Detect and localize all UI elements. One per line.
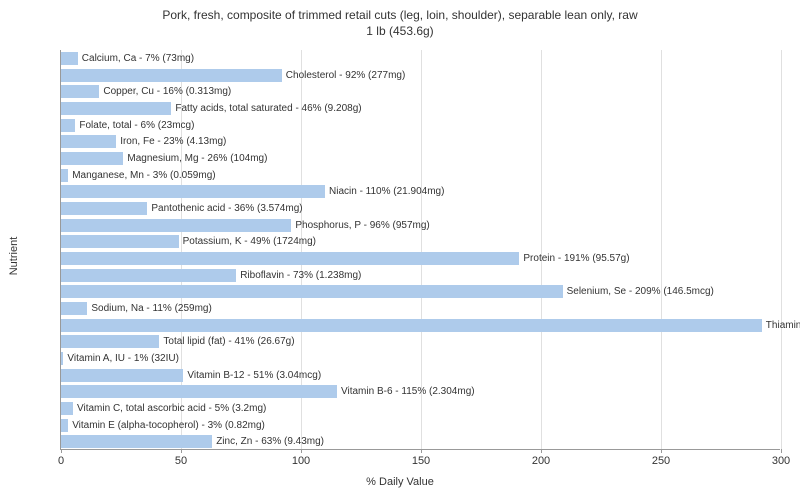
x-tick-mark [661, 449, 662, 453]
nutrient-bar [61, 385, 337, 398]
title-line-2: 1 lb (453.6g) [0, 24, 800, 40]
x-tick-mark [181, 449, 182, 453]
x-axis-label: % Daily Value [366, 476, 434, 488]
grid-line [661, 50, 662, 449]
nutrient-bar-label: Fatty acids, total saturated - 46% (9.20… [171, 102, 361, 115]
nutrient-bar [61, 302, 87, 315]
nutrient-bar-label: Zinc, Zn - 63% (9.43mg) [212, 435, 324, 448]
grid-line [541, 50, 542, 449]
x-tick-label: 150 [412, 455, 430, 467]
nutrient-bar-label: Vitamin C, total ascorbic acid - 5% (3.2… [73, 402, 266, 415]
nutrient-bar-label: Selenium, Se - 209% (146.5mcg) [563, 285, 714, 298]
nutrient-bar-label: Pantothenic acid - 36% (3.574mg) [147, 202, 302, 215]
x-tick-label: 50 [175, 455, 187, 467]
nutrient-bar-label: Vitamin B-12 - 51% (3.04mcg) [183, 369, 321, 382]
nutrient-bar-label: Vitamin B-6 - 115% (2.304mg) [337, 385, 475, 398]
nutrient-bar-label: Magnesium, Mg - 26% (104mg) [123, 152, 267, 165]
nutrient-bar-label: Vitamin E (alpha-tocopherol) - 3% (0.82m… [68, 419, 265, 432]
nutrient-bar [61, 219, 291, 232]
nutrient-bar-label: Copper, Cu - 16% (0.313mg) [99, 85, 231, 98]
nutrient-bar [61, 252, 519, 265]
nutrient-chart: Pork, fresh, composite of trimmed retail… [0, 0, 800, 500]
y-axis-label: Nutrient [8, 237, 20, 276]
nutrient-bar [61, 235, 179, 248]
nutrient-bar-label: Sodium, Na - 11% (259mg) [87, 302, 211, 315]
nutrient-bar [61, 135, 116, 148]
nutrient-bar-label: Protein - 191% (95.57g) [519, 252, 629, 265]
nutrient-bar [61, 69, 282, 82]
nutrient-bar-label: Manganese, Mn - 3% (0.059mg) [68, 169, 215, 182]
x-tick-mark [61, 449, 62, 453]
nutrient-bar-label: Vitamin A, IU - 1% (32IU) [63, 352, 179, 365]
nutrient-bar [61, 202, 147, 215]
nutrient-bar [61, 269, 236, 282]
x-tick-label: 100 [292, 455, 310, 467]
nutrient-bar [61, 435, 212, 448]
nutrient-bar [61, 402, 73, 415]
grid-line [781, 50, 782, 449]
nutrient-bar [61, 419, 68, 432]
nutrient-bar-label: Cholesterol - 92% (277mg) [282, 69, 406, 82]
nutrient-bar [61, 152, 123, 165]
nutrient-bar-label: Thiamin - 292% (4.382mg) [762, 319, 800, 332]
nutrient-bar [61, 102, 171, 115]
x-tick-mark [301, 449, 302, 453]
x-tick-label: 200 [532, 455, 550, 467]
nutrient-bar-label: Potassium, K - 49% (1724mg) [179, 235, 316, 248]
x-tick-label: 300 [772, 455, 790, 467]
nutrient-bar [61, 319, 762, 332]
nutrient-bar [61, 119, 75, 132]
nutrient-bar [61, 169, 68, 182]
nutrient-bar [61, 185, 325, 198]
nutrient-bar-label: Phosphorus, P - 96% (957mg) [291, 219, 429, 232]
nutrient-bar [61, 285, 563, 298]
nutrient-bar [61, 335, 159, 348]
chart-title: Pork, fresh, composite of trimmed retail… [0, 0, 800, 39]
nutrient-bar-label: Folate, total - 6% (23mcg) [75, 119, 194, 132]
nutrient-bar-label: Niacin - 110% (21.904mg) [325, 185, 444, 198]
x-tick-label: 250 [652, 455, 670, 467]
nutrient-bar [61, 369, 183, 382]
nutrient-bar [61, 85, 99, 98]
nutrient-bar [61, 52, 78, 65]
x-tick-mark [541, 449, 542, 453]
nutrient-bar-label: Riboflavin - 73% (1.238mg) [236, 269, 361, 282]
plot-area: 050100150200250300Calcium, Ca - 7% (73mg… [60, 50, 780, 450]
x-tick-mark [421, 449, 422, 453]
nutrient-bar-label: Iron, Fe - 23% (4.13mg) [116, 135, 226, 148]
nutrient-bar-label: Total lipid (fat) - 41% (26.67g) [159, 335, 294, 348]
nutrient-bar-label: Calcium, Ca - 7% (73mg) [78, 52, 194, 65]
x-tick-mark [781, 449, 782, 453]
x-tick-label: 0 [58, 455, 64, 467]
title-line-1: Pork, fresh, composite of trimmed retail… [0, 8, 800, 24]
